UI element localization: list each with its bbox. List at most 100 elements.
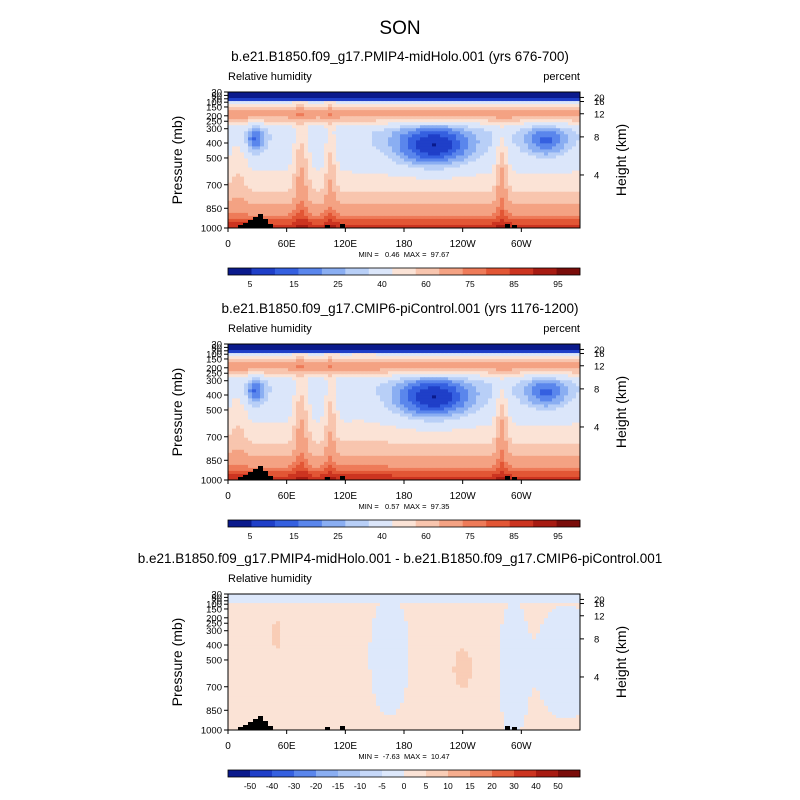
heatmap-cell <box>476 125 481 129</box>
heatmap-cell <box>352 110 357 114</box>
heatmap-cell <box>428 194 433 199</box>
heatmap-cell <box>468 95 473 99</box>
heatmap-cell <box>552 182 557 187</box>
heatmap-cell <box>280 356 285 360</box>
heatmap-cell <box>564 371 569 375</box>
heatmap-cell <box>440 176 445 181</box>
heatmap-cell <box>472 191 477 196</box>
heatmap-cell <box>248 203 253 208</box>
heatmap-cell <box>528 188 533 193</box>
heatmap-cell <box>464 140 469 144</box>
heatmap-cell <box>272 107 277 111</box>
heatmap-cell <box>512 149 517 153</box>
heatmap-cell <box>344 185 349 190</box>
heatmap-cell <box>232 200 237 205</box>
heatmap-cell <box>460 221 465 226</box>
heatmap-cell <box>260 365 265 369</box>
heatmap-cell <box>500 119 505 123</box>
heatmap-cell <box>280 146 285 150</box>
heatmap-cell <box>412 104 417 108</box>
heatmap-cell <box>328 98 333 102</box>
heatmap-cell <box>520 146 525 150</box>
heatmap-cell <box>232 194 237 199</box>
heatmap-cell <box>312 218 317 223</box>
heatmap-cell <box>336 212 341 217</box>
heatmap-cell <box>456 101 461 105</box>
heatmap-cell <box>300 113 305 117</box>
heatmap-cell <box>300 203 305 208</box>
heatmap-cell <box>480 167 485 171</box>
heatmap-cell <box>496 155 501 159</box>
heatmap-cell <box>240 161 245 165</box>
heatmap-cell <box>468 155 473 159</box>
heatmap-cell <box>264 215 269 220</box>
heatmap-cell <box>340 188 345 193</box>
heatmap-cell <box>460 347 465 351</box>
heatmap-cell <box>464 134 469 138</box>
heatmap-cell <box>324 350 329 354</box>
heatmap-cell <box>404 371 409 375</box>
heatmap-cell <box>564 170 569 174</box>
heatmap-cell <box>364 185 369 190</box>
heatmap-cell <box>376 167 381 171</box>
heatmap-cell <box>272 161 277 165</box>
heatmap-cell <box>336 368 341 372</box>
heatmap-cell <box>340 194 345 199</box>
heatmap-cell <box>248 212 253 217</box>
heatmap-cell <box>556 149 561 153</box>
heatmap-cell <box>332 149 337 153</box>
heatmap-cell <box>232 353 237 357</box>
heatmap-cell <box>368 134 373 138</box>
heatmap-cell <box>232 161 237 165</box>
heatmap-cell <box>472 107 477 111</box>
heatmap-cell <box>528 158 533 162</box>
heatmap-cell <box>444 374 449 378</box>
heatmap-cell <box>244 212 249 217</box>
heatmap-cell <box>268 92 273 96</box>
heatmap-cell <box>508 371 513 375</box>
heatmap-cell <box>508 194 513 199</box>
heatmap-cell <box>500 182 505 187</box>
heatmap-cell <box>384 95 389 99</box>
heatmap-cell <box>480 107 485 111</box>
heatmap-cell <box>408 188 413 193</box>
heatmap-cell <box>296 200 301 205</box>
heatmap-cell <box>464 197 469 202</box>
heatmap-cell <box>332 164 337 168</box>
heatmap-cell <box>284 125 289 129</box>
heatmap-cell <box>460 92 465 96</box>
heatmap-cell <box>476 203 481 208</box>
heatmap-cell <box>244 194 249 199</box>
heatmap-cell <box>348 170 353 174</box>
heatmap-cell <box>428 371 433 375</box>
heatmap-cell <box>352 197 357 202</box>
heatmap-cell <box>252 149 257 153</box>
heatmap-cell <box>296 101 301 105</box>
heatmap-cell <box>276 188 281 193</box>
heatmap-cell <box>320 344 325 348</box>
heatmap-cell <box>324 107 329 111</box>
heatmap-cell <box>508 110 513 114</box>
heatmap-cell <box>380 110 385 114</box>
heatmap-cell <box>468 368 473 372</box>
heatmap-cell <box>532 344 537 348</box>
heatmap-cell <box>228 194 233 199</box>
heatmap-cell <box>304 101 309 105</box>
heatmap-cell <box>540 221 545 226</box>
heatmap-cell <box>232 140 237 144</box>
heatmap-cell <box>396 209 401 214</box>
heatmap-cell <box>548 158 553 162</box>
heatmap-cell <box>552 131 557 135</box>
heatmap-cell <box>468 149 473 153</box>
heatmap-cell <box>308 143 313 147</box>
heatmap-cell <box>400 119 405 123</box>
heatmap-cell <box>316 224 321 229</box>
heatmap-cell <box>492 152 497 156</box>
heatmap-cell <box>572 209 577 214</box>
heatmap-cell <box>396 176 401 181</box>
heatmap-cell <box>292 125 297 129</box>
heatmap-cell <box>452 95 457 99</box>
heatmap-cell <box>532 188 537 193</box>
heatmap-cell <box>416 155 421 159</box>
heatmap-cell <box>548 359 553 363</box>
